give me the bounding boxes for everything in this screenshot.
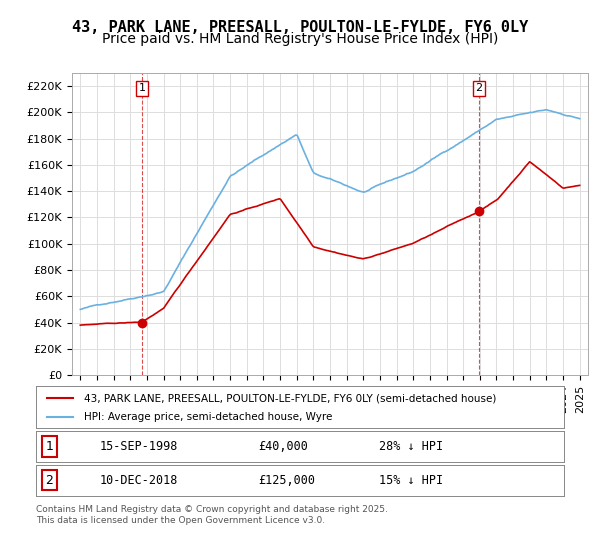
Text: 2: 2 xyxy=(45,474,53,487)
Text: 2: 2 xyxy=(475,83,482,94)
Text: £40,000: £40,000 xyxy=(258,440,308,453)
Text: 15-SEP-1998: 15-SEP-1998 xyxy=(100,440,178,453)
Text: 1: 1 xyxy=(45,440,53,453)
Text: 15% ↓ HPI: 15% ↓ HPI xyxy=(379,474,443,487)
Text: 28% ↓ HPI: 28% ↓ HPI xyxy=(379,440,443,453)
Text: 10-DEC-2018: 10-DEC-2018 xyxy=(100,474,178,487)
Text: HPI: Average price, semi-detached house, Wyre: HPI: Average price, semi-detached house,… xyxy=(83,412,332,422)
Text: Contains HM Land Registry data © Crown copyright and database right 2025.
This d: Contains HM Land Registry data © Crown c… xyxy=(36,505,388,525)
Text: Price paid vs. HM Land Registry's House Price Index (HPI): Price paid vs. HM Land Registry's House … xyxy=(102,32,498,46)
Text: 1: 1 xyxy=(139,83,146,94)
Text: 43, PARK LANE, PREESALL, POULTON-LE-FYLDE, FY6 0LY (semi-detached house): 43, PARK LANE, PREESALL, POULTON-LE-FYLD… xyxy=(83,393,496,403)
Text: £125,000: £125,000 xyxy=(258,474,315,487)
Text: 43, PARK LANE, PREESALL, POULTON-LE-FYLDE, FY6 0LY: 43, PARK LANE, PREESALL, POULTON-LE-FYLD… xyxy=(72,20,528,35)
